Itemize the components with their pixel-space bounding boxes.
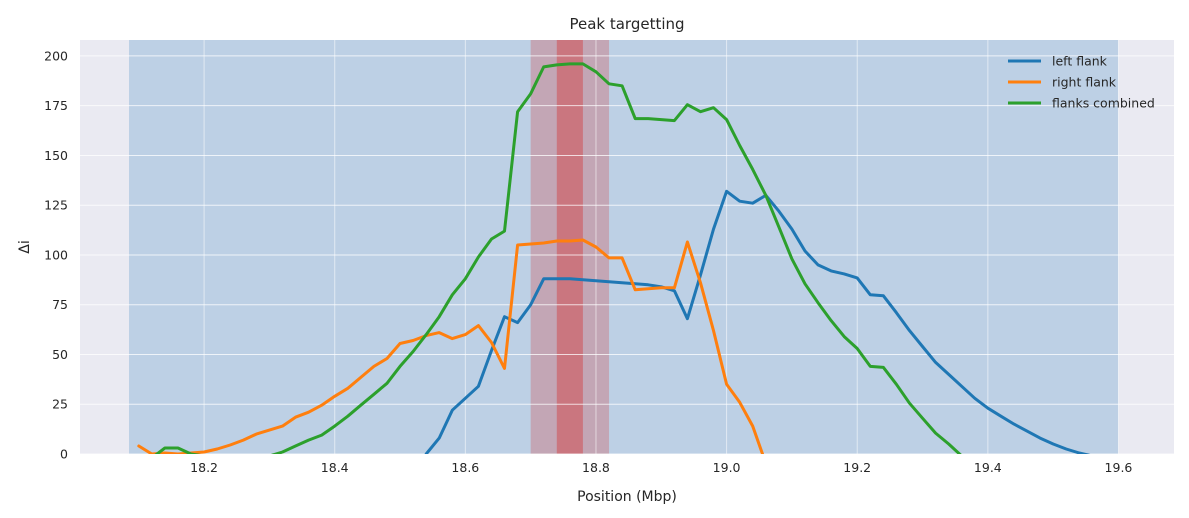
x-tick-label: 18.4 bbox=[321, 460, 349, 475]
legend-label: left flank bbox=[1052, 54, 1108, 69]
y-tick-label: 25 bbox=[52, 397, 68, 412]
y-tick-label: 200 bbox=[44, 48, 68, 63]
y-tick-label: 125 bbox=[44, 198, 68, 213]
x-tick-labels: 18.2 18.4 18.6 18.8 19.0 19.2 19.4 19.6 bbox=[190, 460, 1132, 475]
series-line-left-flank bbox=[424, 189, 1091, 454]
y-tick-label: 50 bbox=[52, 347, 68, 362]
highlight-span-1 bbox=[128, 40, 1119, 454]
x-tick-label: 18.2 bbox=[190, 460, 218, 475]
plot-background bbox=[80, 40, 1174, 454]
y-axis-title: Δi bbox=[17, 240, 33, 253]
x-tick-label: 18.6 bbox=[451, 460, 479, 475]
x-tick-label: 19.2 bbox=[843, 460, 871, 475]
y-tick-label: 100 bbox=[44, 247, 68, 262]
y-tick-label: 75 bbox=[52, 297, 68, 312]
highlight-span-3 bbox=[556, 40, 583, 454]
chart-title: Peak targetting bbox=[569, 15, 684, 33]
series-lines bbox=[137, 62, 1091, 454]
legend-label: flanks combined bbox=[1052, 96, 1155, 111]
grid-lines bbox=[80, 40, 1174, 455]
y-tick-label: 150 bbox=[44, 148, 68, 163]
x-tick-label: 19.4 bbox=[974, 460, 1002, 475]
y-tick-label: 175 bbox=[44, 98, 68, 113]
x-tick-label: 19.6 bbox=[1105, 460, 1133, 475]
y-tick-label: 0 bbox=[60, 447, 68, 462]
legend: left flank right flank flanks combined bbox=[1008, 54, 1155, 111]
x-tick-label: 19.0 bbox=[713, 460, 741, 475]
highlight-spans bbox=[128, 40, 1119, 454]
legend-label: right flank bbox=[1052, 75, 1117, 90]
y-tick-labels: 0 25 50 75 100 125 150 175 200 bbox=[44, 48, 68, 461]
series-line-flanks-combined bbox=[154, 62, 962, 454]
series-line-right-flank bbox=[137, 238, 764, 454]
x-tick-label: 18.8 bbox=[582, 460, 610, 475]
x-axis-title: Position (Mbp) bbox=[577, 489, 677, 505]
